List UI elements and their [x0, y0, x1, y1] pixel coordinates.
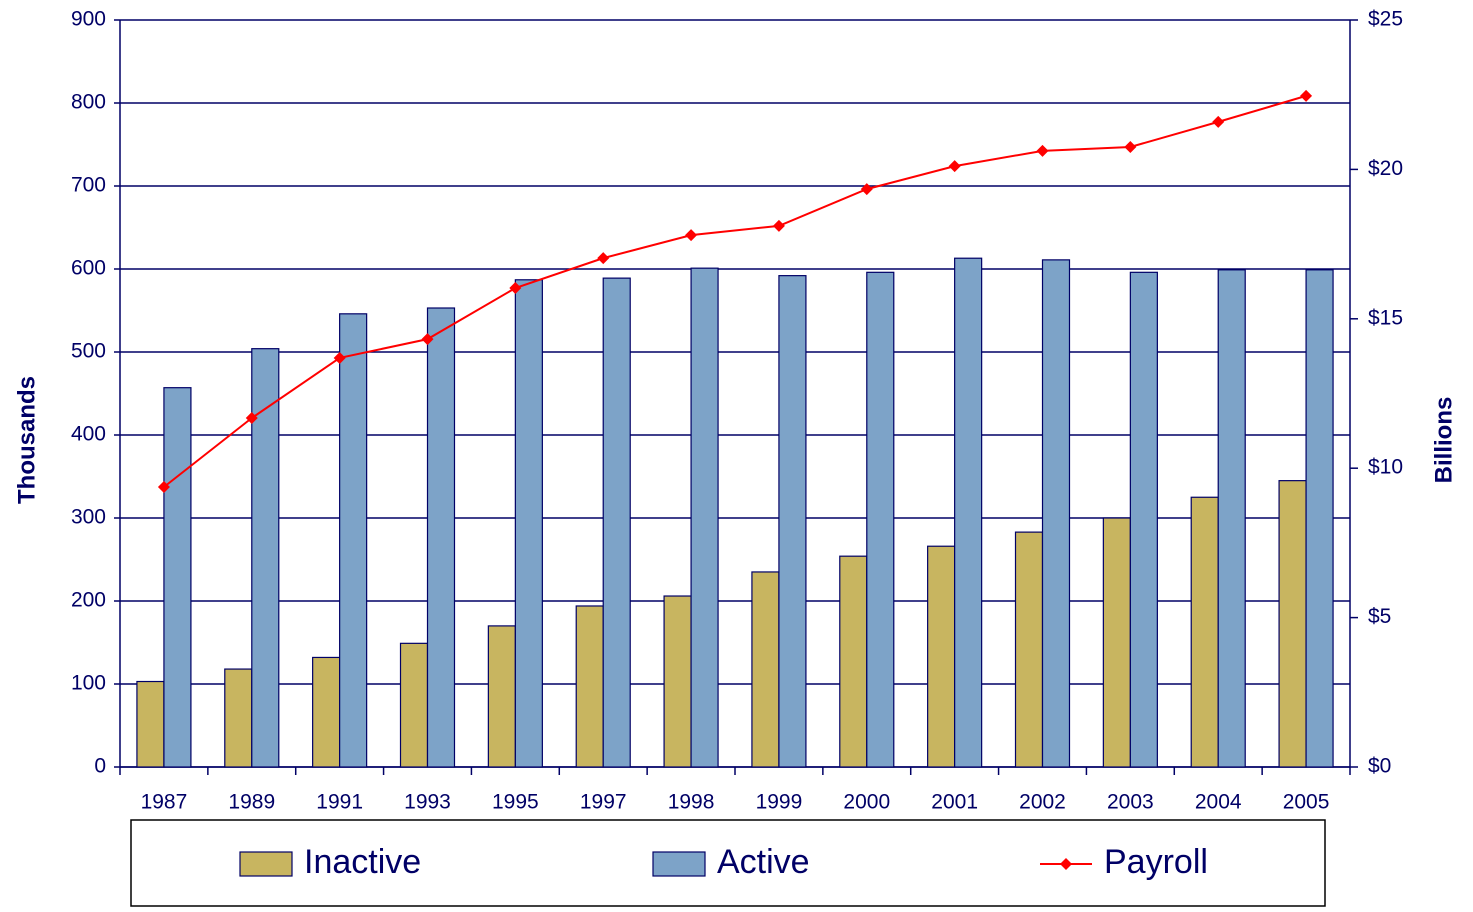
bar: [426, 307, 456, 768]
line-marker: [685, 229, 698, 242]
bar: [487, 625, 516, 768]
bar: [1014, 531, 1044, 768]
x-tick-label: 1999: [756, 791, 803, 814]
line-marker: [157, 481, 170, 494]
y-tick-label: 900: [71, 8, 106, 31]
bar: [927, 545, 956, 768]
legend-label: Inactive: [304, 843, 421, 881]
x-tick-label: 1987: [141, 791, 188, 814]
y2-tick-label: $10: [1368, 456, 1403, 479]
bar: [1217, 269, 1246, 768]
x-tick-label: 2000: [843, 791, 890, 814]
y-tick-label: 600: [71, 257, 106, 280]
legend-label: Payroll: [1104, 843, 1208, 881]
x-tick-label: 2001: [931, 791, 978, 814]
y2-axis-label: Billions: [1430, 397, 1457, 484]
y2-tick-label: $0: [1368, 755, 1391, 778]
line-marker: [1036, 144, 1049, 157]
bar: [602, 277, 631, 768]
y-tick-label: 700: [71, 174, 106, 197]
line-marker: [1212, 115, 1225, 128]
x-tick-label: 2004: [1195, 791, 1242, 814]
legend-swatch: [652, 851, 706, 877]
line-marker: [421, 333, 434, 346]
y-tick-label: 100: [71, 672, 106, 695]
y2-tick-label: $20: [1368, 157, 1403, 180]
bar: [954, 257, 983, 768]
y-axis-label: Thousands: [13, 376, 40, 504]
bar: [839, 555, 868, 768]
legend-swatch: [239, 851, 293, 877]
bar: [312, 656, 341, 768]
y2-tick-label: $15: [1368, 306, 1403, 329]
x-tick-label: 1989: [228, 791, 275, 814]
y-tick-label: 0: [94, 755, 106, 778]
x-tick-label: 1998: [668, 791, 715, 814]
y2-tick-label: $5: [1368, 605, 1391, 628]
legend-marker: [1060, 858, 1072, 870]
y-tick-label: 400: [71, 423, 106, 446]
bar: [1305, 269, 1334, 768]
bar: [1041, 259, 1071, 768]
line-marker: [948, 160, 961, 173]
bar: [866, 271, 895, 768]
bar: [136, 680, 165, 768]
bar: [399, 642, 429, 768]
y2-tick-label: $25: [1368, 8, 1403, 31]
bar: [575, 605, 604, 768]
line-marker: [860, 183, 873, 196]
y-tick-label: 200: [71, 589, 106, 612]
bar: [663, 595, 692, 768]
x-tick-label: 1997: [580, 791, 627, 814]
y-tick-label: 500: [71, 340, 106, 363]
x-tick-label: 1991: [316, 791, 363, 814]
bar: [1129, 271, 1158, 768]
line-marker: [1300, 89, 1313, 102]
bar: [778, 275, 807, 768]
line-marker: [772, 219, 785, 232]
x-tick-label: 2005: [1283, 791, 1330, 814]
x-tick-label: 1993: [404, 791, 451, 814]
line-marker: [509, 282, 522, 295]
bar: [514, 279, 543, 768]
line-marker: [1124, 140, 1137, 153]
line-series: [163, 94, 1307, 488]
bar: [339, 313, 368, 768]
bar: [163, 387, 192, 768]
x-tick-label: 2003: [1107, 791, 1154, 814]
bar: [251, 348, 280, 768]
x-tick-label: 1995: [492, 791, 539, 814]
legend-label: Active: [717, 843, 810, 881]
bar: [224, 668, 253, 768]
line-marker: [245, 412, 258, 425]
legend-box: [130, 819, 1326, 907]
line-marker: [333, 351, 346, 364]
y-tick-label: 300: [71, 506, 106, 529]
line-marker: [597, 252, 610, 265]
bar: [1190, 496, 1219, 768]
x-tick-label: 2002: [1019, 791, 1066, 814]
bar: [1102, 517, 1131, 768]
bar: [1278, 480, 1307, 768]
bar: [751, 571, 780, 768]
bar: [690, 267, 719, 768]
y-tick-label: 800: [71, 91, 106, 114]
